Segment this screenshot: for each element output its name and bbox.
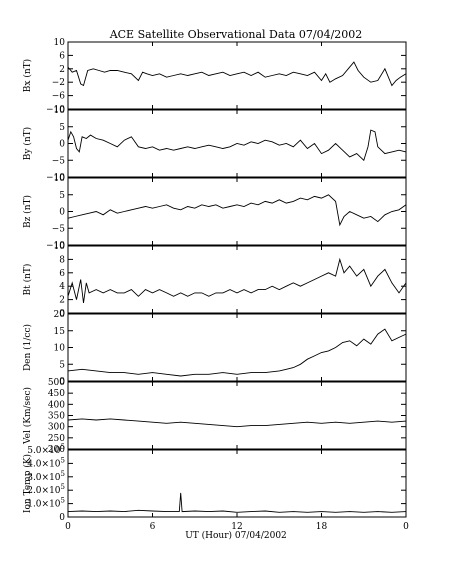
panel-frame-temp xyxy=(67,449,407,518)
x-tick-label-4: 0 xyxy=(403,522,409,532)
x-axis: 0 6 12 18 0 xyxy=(65,522,409,532)
panel-frame-den xyxy=(67,313,407,382)
y-tick-label-by-0: 10 xyxy=(54,106,66,116)
x-tick-label-0: 0 xyxy=(65,522,71,532)
y-tick-label-by-3: −5 xyxy=(52,156,66,166)
panel-frame-bz xyxy=(67,177,407,246)
y-tick-label-by-1: 5 xyxy=(59,123,65,133)
x-tick-label-3: 18 xyxy=(316,522,328,532)
y-tick-label-bz-3: −5 xyxy=(52,224,66,234)
y-tick-label-vel-1: 450 xyxy=(48,389,65,399)
y-tick-label-vel-5: 250 xyxy=(48,434,65,444)
y-tick-label-vel-3: 350 xyxy=(48,412,65,422)
series-line-temp xyxy=(67,492,407,513)
y-tick-label-temp-3: 2.0×105 xyxy=(27,483,65,496)
panel-den: 20 15 10 5 0 Den (1/cc) xyxy=(22,310,407,387)
y-tick-label-bz-1: 5 xyxy=(59,191,65,201)
series-line-bz xyxy=(67,194,407,227)
y-tick-label-temp-4: 1.0×105 xyxy=(27,497,65,510)
y-tick-label-bt-5: 0 xyxy=(59,309,65,319)
y-tick-label-bx-1: 6 xyxy=(59,51,65,61)
y-tick-label-den-2: 10 xyxy=(54,344,66,354)
panel-frame-bx xyxy=(67,41,407,110)
y-tick-label-bt-0: 10 xyxy=(54,242,66,252)
y-axis-label-vel: Vel (Km/sec) xyxy=(22,387,33,445)
x-axis-label: UT (Hour) 07/04/2002 xyxy=(185,530,287,541)
y-tick-label-vel-2: 400 xyxy=(48,400,65,410)
chart-title: ACE Satellite Observational Data 07/04/2… xyxy=(109,28,363,41)
y-tick-label-bx-0: 10 xyxy=(54,38,66,48)
y-tick-label-bx-2: 2 xyxy=(59,65,65,75)
panel-bx: 10 6 2 −2 −6 −10 Bx (nT) xyxy=(22,38,407,115)
y-axis-label-temp: Ion Temp (K) xyxy=(22,454,33,513)
y-tick-label-by-2: 0 xyxy=(59,140,65,150)
y-tick-label-temp-2: 3.0×105 xyxy=(27,470,65,483)
y-tick-label-bx-4: −6 xyxy=(52,92,66,102)
panel-frame-bt xyxy=(67,245,407,314)
y-tick-label-den-0: 20 xyxy=(54,310,66,320)
y-tick-label-temp-1: 4.0×105 xyxy=(27,456,65,469)
y-tick-label-bt-3: 4 xyxy=(59,282,65,292)
y-tick-label-den-4: 0 xyxy=(59,377,65,387)
series-line-bx xyxy=(67,61,407,87)
panels: 10 6 2 −2 −6 −10 Bx (nT) 10 5 0 −5 −10 By (nT) 10 5 0 −5… xyxy=(22,38,407,523)
x-tick-label-1: 6 xyxy=(150,522,156,532)
y-axis-label-bx: Bx (nT) xyxy=(22,59,33,92)
panel-by: 10 5 0 −5 −10 By (nT) xyxy=(22,106,407,183)
y-tick-label-bx-3: −2 xyxy=(52,78,65,88)
y-tick-label-by-4: −10 xyxy=(46,173,65,183)
y-axis-label-bt: Bt (nT) xyxy=(22,264,33,296)
y-tick-label-vel-0: 500 xyxy=(48,378,65,388)
x-tick-label-2: 12 xyxy=(231,522,242,532)
y-tick-label-den-1: 15 xyxy=(54,327,66,337)
panel-bz: 10 5 0 −5 −10 Bz (nT) xyxy=(22,174,407,251)
series-line-bt xyxy=(67,257,407,303)
y-tick-label-bz-0: 10 xyxy=(54,174,66,184)
y-tick-label-vel-4: 300 xyxy=(48,423,65,433)
y-tick-label-bt-1: 8 xyxy=(59,255,65,265)
series-line-den xyxy=(67,328,407,377)
y-tick-label-den-3: 5 xyxy=(59,360,65,370)
y-tick-label-bt-4: 2 xyxy=(59,296,65,306)
y-tick-label-bz-2: 0 xyxy=(59,208,65,218)
y-axis-label-den: Den (1/cc) xyxy=(22,324,33,371)
y-tick-label-vel-6: 200 xyxy=(48,445,65,455)
series-line-by xyxy=(67,129,407,162)
y-tick-label-bx-5: −10 xyxy=(46,105,65,115)
panel-frame-vel xyxy=(67,381,407,450)
y-axis-label-by: By (nT) xyxy=(22,127,33,160)
y-tick-label-bz-4: −10 xyxy=(46,241,65,251)
y-tick-label-temp-5: 0 xyxy=(59,513,65,523)
series-line-vel xyxy=(67,418,407,428)
y-tick-label-bt-2: 6 xyxy=(59,269,65,279)
y-axis-label-bz: Bz (nT) xyxy=(22,195,33,228)
y-tick-label-temp-0: 5.0×105 xyxy=(27,443,65,456)
